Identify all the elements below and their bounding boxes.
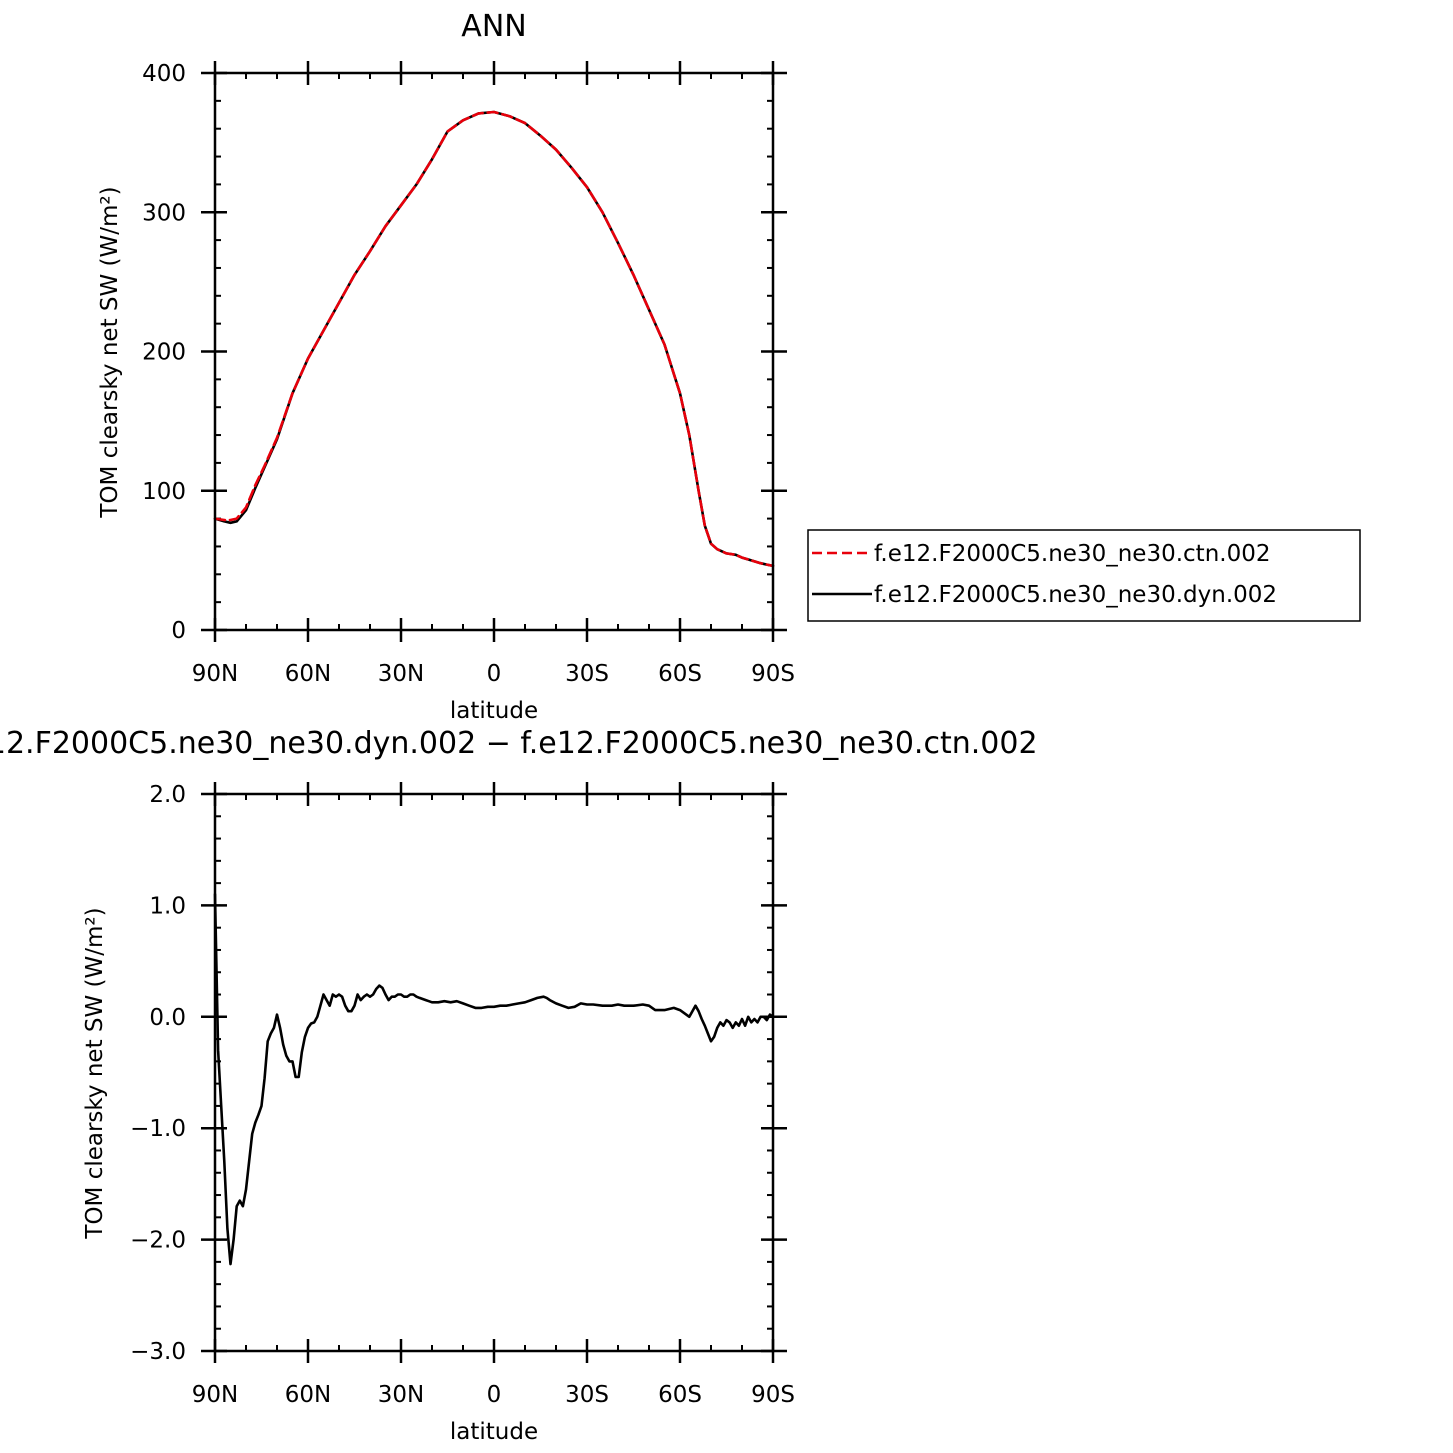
legend-entry-ctn: f.e12.F2000C5.ne30_ne30.ctn.002: [874, 541, 1270, 567]
bottom-panel-x-tick-labels: 90N 60N 30N 0 30S 60S 90S: [192, 1382, 795, 1408]
bottom-panel-y-tick-label: −2.0: [130, 1228, 186, 1254]
legend: f.e12.F2000C5.ne30_ne30.ctn.002 f.e12.F2…: [807, 529, 1361, 622]
bottom-panel-series: [213, 892, 775, 1266]
bottom-panel-x-tick-label: 30N: [378, 1382, 424, 1408]
top-panel-x-tick-label: 30N: [378, 661, 424, 687]
top-panel-x-tick-labels: 90N 60N 30N 0 30S 60S 90S: [192, 661, 795, 687]
bottom-panel-x-axis-label: latitude: [450, 1419, 538, 1445]
legend-box: [807, 529, 1361, 622]
bottom-panel-frame: [213, 792, 775, 1353]
bottom-panel-title: f.e12.F2000C5.ne30_ne30.dyn.002 − f.e12.…: [0, 726, 1038, 761]
bottom-panel-x-tick-label: 0: [487, 1382, 502, 1408]
bottom-panel-x-tick-label: 30S: [565, 1382, 609, 1408]
top-panel-x-tick-label: 60S: [658, 661, 702, 687]
bottom-panel-y-tick-labels: 2.0 1.0 0.0 −1.0 −2.0 −3.0: [130, 782, 186, 1365]
bottom-panel-y-axis-label: TOM clearsky net SW (W/m²): [82, 907, 108, 1239]
bottom-panel-x-tick-label: 90N: [192, 1382, 238, 1408]
top-panel-y-tick-labels: 0 100 200 300 400: [142, 61, 186, 644]
top-panel-y-tick-label: 400: [142, 61, 186, 87]
top-panel-y-axis-label: TOM clearsky net SW (W/m²): [97, 186, 123, 518]
bottom-panel-x-tick-label: 90S: [751, 1382, 795, 1408]
top-panel-x-tick-label: 90N: [192, 661, 238, 687]
top-panel-series: [213, 110, 775, 568]
top-panel-y-tick-label: 0: [171, 618, 186, 644]
bottom-panel-y-tick-label: −1.0: [130, 1116, 186, 1142]
top-panel-series-line-0: [213, 110, 775, 568]
bottom-panel-y-tick-label: 0.0: [149, 1005, 186, 1031]
bottom-panel-y-tick-label: 2.0: [149, 782, 186, 808]
top-panel-x-axis-label: latitude: [450, 698, 538, 724]
bottom-panel-y-tick-label: −3.0: [130, 1339, 186, 1365]
legend-entry-dyn: f.e12.F2000C5.ne30_ne30.dyn.002: [874, 582, 1277, 608]
bottom-panel-x-tick-label: 60S: [658, 1382, 702, 1408]
top-panel-annual-mean: ANN 90N 60N 30N 0 30S 60S 90S 0 100 200 300 400 la…: [97, 9, 795, 724]
top-panel-y-tick-label: 300: [142, 200, 186, 226]
top-panel-y-tick-label: 200: [142, 340, 186, 366]
top-panel-frame: [213, 71, 775, 632]
top-panel-x-tick-label: 90S: [751, 661, 795, 687]
bottom-panel-difference: f.e12.F2000C5.ne30_ne30.dyn.002 − f.e12.…: [0, 726, 1038, 1445]
bottom-panel-y-tick-label: 1.0: [149, 893, 186, 919]
top-panel-title: ANN: [461, 9, 526, 44]
bottom-panel-x-tick-label: 60N: [285, 1382, 331, 1408]
top-panel-x-tick-label: 30S: [565, 661, 609, 687]
top-panel-y-tick-label: 100: [142, 479, 186, 505]
bottom-panel-series-line-0: [213, 892, 775, 1266]
top-panel-x-tick-label: 60N: [285, 661, 331, 687]
top-panel-x-tick-label: 0: [487, 661, 502, 687]
